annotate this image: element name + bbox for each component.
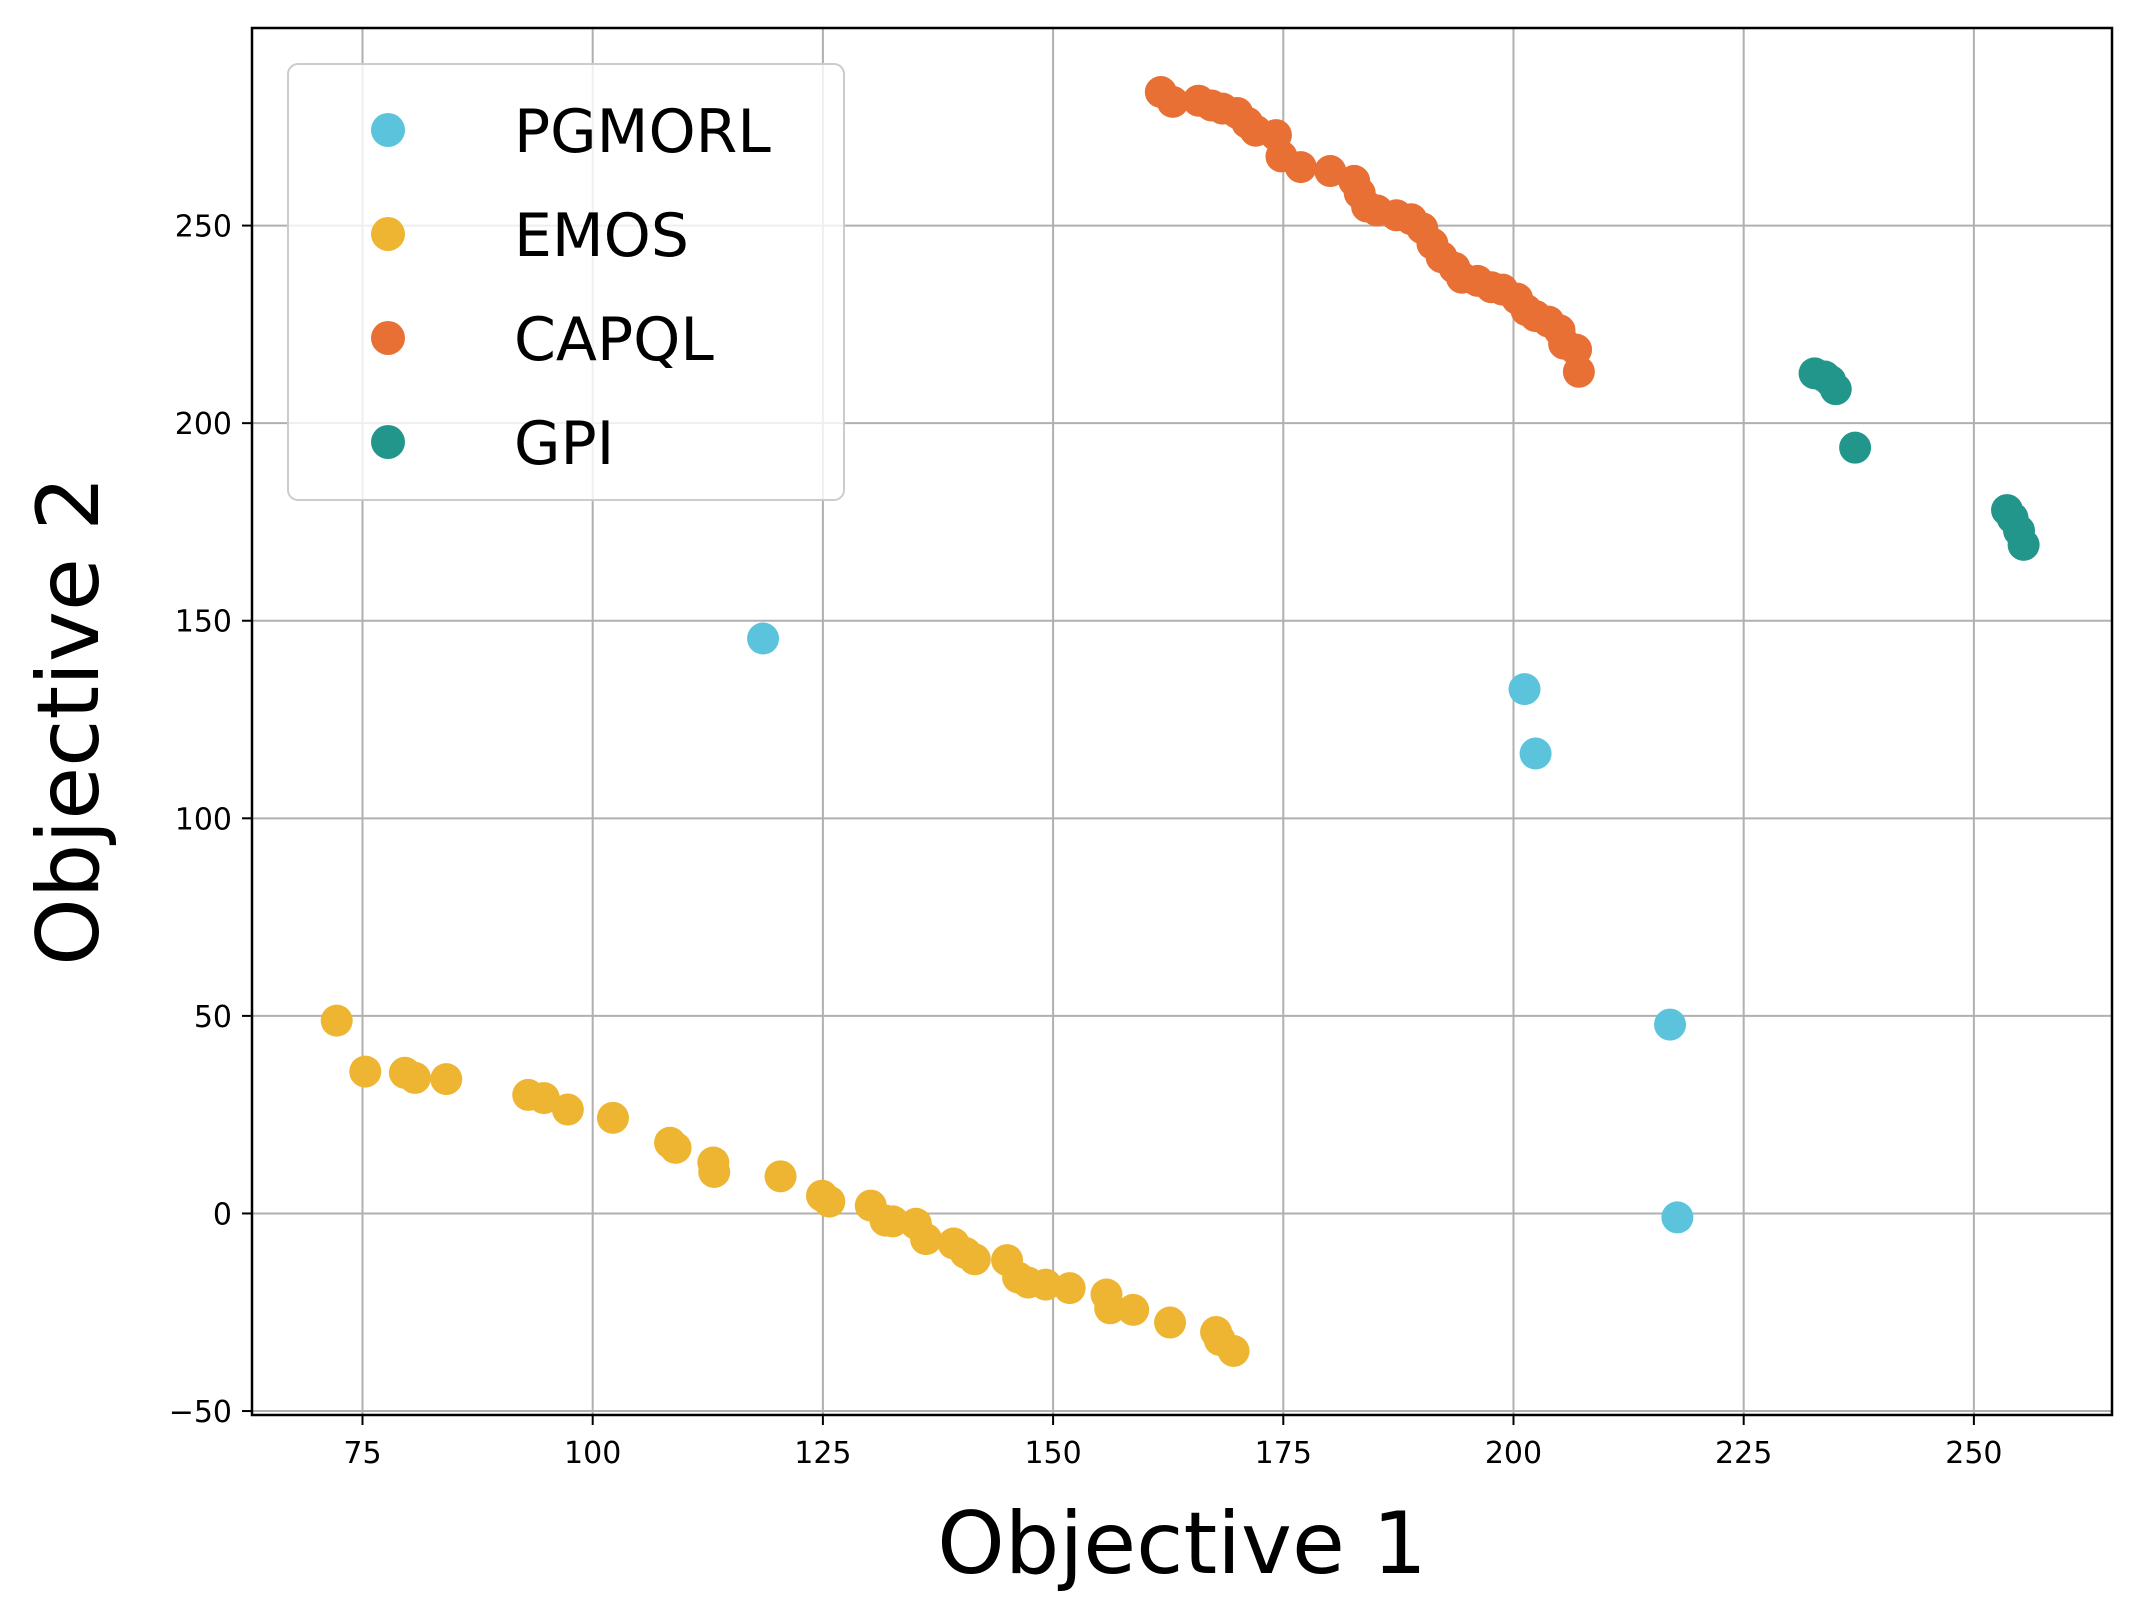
axis-ticks: 75 100 125 150 175 200 225 250 −50 0 50 100 150 200 25… (169, 210, 2003, 1471)
data-point-emos (1029, 1268, 1062, 1301)
legend-marker-pgmorl (371, 113, 405, 147)
data-point-emos (1154, 1306, 1187, 1339)
legend-label-capql: CAPQL (514, 305, 714, 375)
x-tick-label: 225 (1715, 1436, 1772, 1471)
plot-frame (250, 26, 2114, 1417)
data-point-emos (1217, 1334, 1250, 1367)
legend-label-emos: EMOS (514, 201, 689, 271)
legend-marker-capql (371, 321, 405, 355)
x-tick-label: 200 (1485, 1436, 1542, 1471)
data-point-emos (430, 1063, 463, 1096)
legend-label-pgmorl: PGMORL (514, 97, 771, 167)
data-point-emos (813, 1185, 846, 1218)
legend-entries: PGMORL EMOS CAPQL GPI (371, 97, 771, 479)
x-tick-label: 150 (1024, 1436, 1081, 1471)
data-point-emos (398, 1061, 431, 1094)
data-point-capql (1314, 155, 1347, 188)
x-tick-label: 125 (794, 1436, 851, 1471)
x-axis-title: Objective 1 (937, 1494, 1427, 1594)
data-point-emos (551, 1093, 584, 1126)
y-tick-label: 250 (175, 210, 232, 245)
x-tick-label: 75 (343, 1436, 381, 1471)
data-point-emos (527, 1082, 560, 1115)
data-point-capql (1562, 355, 1595, 388)
y-tick-label: 200 (175, 407, 232, 442)
y-tick-label: 150 (175, 605, 232, 640)
data-point-emos (1117, 1293, 1150, 1326)
data-point-pgmorl (1519, 737, 1552, 770)
y-tick-label: −50 (169, 1395, 232, 1430)
data-point-emos (910, 1223, 943, 1256)
data-point-capql (1156, 85, 1189, 118)
data-point-emos (876, 1205, 909, 1238)
data-point-emos (1094, 1292, 1127, 1325)
data-point-gpi (2007, 528, 2040, 561)
y-axis-title: Objective 2 (19, 476, 119, 966)
legend-marker-emos (371, 217, 405, 251)
legend-box (287, 63, 845, 501)
x-tick-label: 175 (1255, 1436, 1312, 1471)
data-point-emos (349, 1055, 382, 1088)
data-point-pgmorl (1654, 1008, 1687, 1041)
data-point-emos (1053, 1272, 1086, 1305)
data-point-pgmorl (1508, 673, 1541, 706)
data-point-emos (659, 1131, 692, 1164)
data-point-capql (1284, 151, 1317, 184)
data-point-emos (764, 1160, 797, 1193)
x-tick-label: 250 (1945, 1436, 2002, 1471)
data-points (320, 76, 2040, 1367)
legend-label-gpi: GPI (514, 409, 614, 479)
data-point-pgmorl (1661, 1201, 1694, 1234)
data-point-pgmorl (747, 622, 780, 655)
data-point-emos (596, 1101, 629, 1134)
x-tick-label: 100 (564, 1436, 621, 1471)
y-tick-label: 50 (194, 1000, 232, 1035)
data-point-emos (958, 1243, 991, 1276)
data-point-gpi (1839, 431, 1872, 464)
legend: PGMORL EMOS CAPQL GPI (287, 63, 845, 501)
y-tick-label: 0 (213, 1197, 232, 1232)
data-point-emos (698, 1155, 731, 1188)
data-point-emos (320, 1004, 353, 1037)
data-point-gpi (1819, 373, 1852, 406)
y-tick-label: 100 (175, 802, 232, 837)
legend-marker-gpi (371, 425, 405, 459)
